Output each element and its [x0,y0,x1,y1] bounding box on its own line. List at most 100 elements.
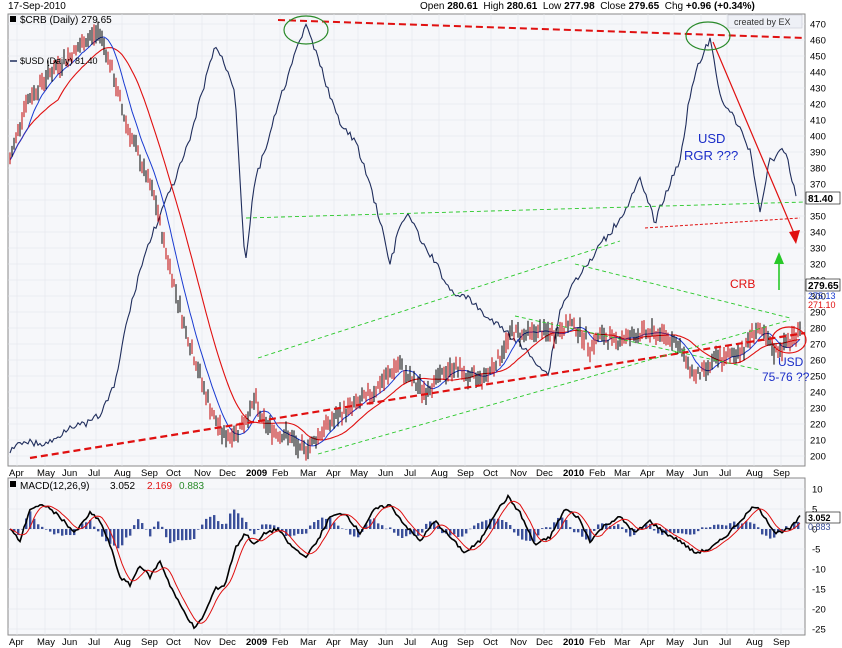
x-tick-label-macd: Jun [62,637,77,648]
macd-hist-bar [449,529,452,536]
x-tick-label: 2010 [563,468,584,479]
x-tick-label: Dec [536,468,553,479]
chg-label: Chg [664,1,684,12]
macd-hist-bar [245,522,248,529]
macd-hist-bar [273,525,276,529]
macd-hist-bar [493,518,496,529]
macd-tick-label: -10 [812,565,826,576]
price-tick-label: 410 [810,116,826,127]
macd-tick-label: -5 [812,545,820,556]
usd-thin-red-line [644,217,801,229]
macd-hist-bar [409,529,412,535]
macd-hist-bar [613,525,616,529]
price-tick-label: 280 [810,324,826,335]
macd-hist-bar [373,518,376,529]
green-line-3 [317,319,791,455]
circle-crb-target [771,326,807,354]
macd-hist-bar [241,517,244,529]
macd-hist-bar [473,525,476,529]
macd-hist-bar [293,529,296,536]
crb-price-tag-box [805,278,841,292]
macd-hist-bar [389,527,392,529]
crb-support-trendline [29,331,806,460]
macd-hist-bar [437,526,440,529]
macd-hist-bar [189,529,192,540]
open-value: 280.61 [447,1,478,12]
macd-hist-bar [433,521,436,529]
x-tick-label-macd: Apr [9,637,24,648]
low-label: Low [542,1,562,12]
macd-hist-bar [253,529,256,535]
circle-top-left [283,15,329,45]
macd-hist-bar [605,523,608,529]
x-tick-label-macd: Jul [404,637,416,648]
x-tick-label-macd: Aug [431,637,448,648]
x-tick-label-macd: May [350,637,368,648]
macd-hist-bar [317,519,320,529]
macd-hist-bar [757,527,760,529]
x-tick-label: May [37,468,55,479]
macd-hist-bar [537,529,540,536]
macd-hist-bar [21,529,24,530]
macd-hist-bar [525,529,528,541]
price-tick-label: 300 [810,292,826,303]
annotation-usd-7576: 75-76 ?? [762,370,810,384]
macd-hist-bar [309,525,312,529]
gridlines [8,14,805,635]
macd-hist-bar [233,509,236,529]
high-label: High [483,1,504,12]
x-tick-label: Mar [614,468,630,479]
x-tick-label: Aug [746,468,763,479]
price-tick-label: 440 [810,68,826,79]
macd-hist-bar [405,529,408,537]
macd-hist-bar [177,529,180,541]
chg-value: +0.96 (+0.34%) [685,1,755,12]
green-line-4 [574,263,791,319]
macd-hist-bar [357,529,360,538]
macd-hist-bar [381,525,384,529]
macd-hist-bar [765,529,768,536]
ma2-price-tag: 271.10 [808,300,836,310]
macd-hist-bar [305,529,308,534]
price-tick-label: 290 [810,308,826,319]
macd-hist-bar [793,523,796,529]
macd-hist-bar [441,529,444,534]
macd-hist-bar [561,517,564,529]
price-tick-label: 230 [810,404,826,415]
up-arrow-head [774,252,784,264]
macd-hist-bar [401,529,404,538]
macd-hist-bar [509,525,512,529]
header-bar: 17-Sep-2010 Open 280.61 High 280.61 Low … [0,0,842,14]
macd-hist-bar [97,529,100,532]
price-tick-label: 370 [810,180,826,191]
price-tick-label: 240 [810,388,826,399]
price-tick-label: 400 [810,132,826,143]
macd-hist-bar [377,523,380,529]
macd-hist-bar [749,522,752,529]
macd-hist-bar [69,529,72,536]
macd-hist-bar [349,529,352,535]
x-tick-label: Apr [640,468,655,479]
x-tick-label: Jul [404,468,416,479]
macd-hist-bar [329,517,332,529]
macd-hist-bar [45,529,48,530]
macd-hist-bar [113,529,116,546]
macd-hist-bar [573,529,576,533]
macd-hist-bar [137,519,140,529]
low-value: 277.98 [564,1,595,12]
open-label: Open [420,1,445,12]
macd-hist-bar [705,527,708,529]
macd-hist-bar [505,522,508,529]
x-tick-label: Dec [219,468,236,479]
macd-hist-bar [217,521,220,529]
macd-hist-bar [485,520,488,529]
x-tick-label: 2009 [246,468,267,479]
macd-hist-bar [333,522,336,529]
x-tick-label-macd: Oct [166,637,181,648]
macd-hist-bar [13,529,16,532]
macd-hist-bar [673,529,676,534]
macd-hist-bar [281,529,284,532]
circle-top-right [685,21,731,51]
macd-tick-label: -20 [812,605,826,616]
macd-hist-bar [197,529,200,530]
